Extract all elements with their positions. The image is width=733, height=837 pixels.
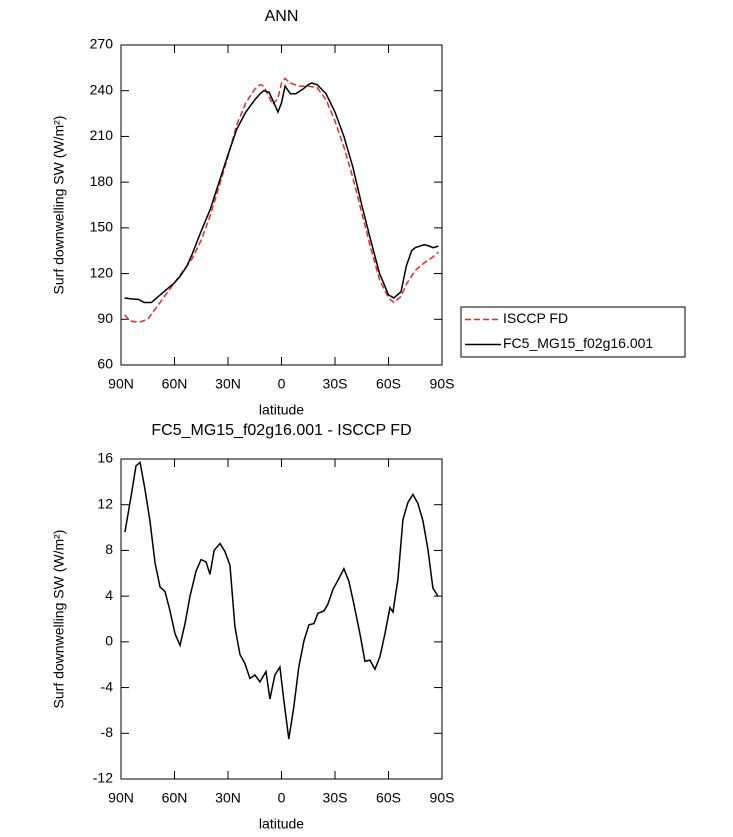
- x-tick-label: 90N: [108, 790, 134, 806]
- y-tick-label: 8: [105, 541, 113, 557]
- legend-label: FC5_MG15_f02g16.001: [503, 335, 653, 351]
- plot-frame: [120, 44, 443, 366]
- x-tick-label: 30N: [215, 790, 241, 806]
- y-axis-label: Surf downwelling SW (W/m²): [51, 530, 67, 709]
- y-tick-label: 12: [97, 495, 113, 511]
- x-tick-label: 60S: [376, 376, 401, 392]
- y-tick-label: 180: [90, 173, 114, 189]
- y-tick-label: 0: [105, 633, 113, 649]
- chart-title: FC5_MG15_f02g16.001 - ISCCP FD: [151, 422, 411, 439]
- legend-box: [460, 306, 686, 358]
- data-line: [124, 461, 439, 740]
- x-tick-label: 0: [278, 376, 286, 392]
- y-tick-label: 16: [97, 450, 113, 466]
- y-tick-label: -4: [101, 678, 114, 694]
- y-tick-label: 240: [90, 81, 114, 97]
- x-axis-label: latitude: [259, 402, 304, 418]
- x-tick-label: 60N: [162, 790, 188, 806]
- y-tick-label: 90: [97, 310, 113, 326]
- y-tick-label: 210: [90, 127, 114, 143]
- legend-label: ISCCP FD: [503, 310, 568, 326]
- y-tick-label: 60: [97, 356, 113, 372]
- y-tick-label: 4: [105, 587, 113, 603]
- data-line: [124, 82, 439, 304]
- x-tick-label: 30S: [323, 376, 348, 392]
- x-tick-label: 30S: [323, 790, 348, 806]
- plot-frame: [120, 458, 443, 780]
- chart-title: ANN: [265, 8, 299, 25]
- y-tick-label: -8: [101, 724, 114, 740]
- x-tick-label: 90N: [108, 376, 134, 392]
- x-tick-label: 60S: [376, 790, 401, 806]
- y-tick-label: -12: [93, 770, 113, 786]
- x-tick-label: 90S: [430, 376, 455, 392]
- y-tick-label: 150: [90, 219, 114, 235]
- x-axis-label: latitude: [259, 816, 304, 832]
- x-tick-label: 0: [278, 790, 286, 806]
- x-tick-label: 60N: [162, 376, 188, 392]
- y-axis-label: Surf downwelling SW (W/m²): [51, 116, 67, 295]
- x-tick-label: 90S: [430, 790, 455, 806]
- y-tick-label: 270: [90, 36, 114, 52]
- y-tick-label: 120: [90, 264, 114, 280]
- x-tick-label: 30N: [215, 376, 241, 392]
